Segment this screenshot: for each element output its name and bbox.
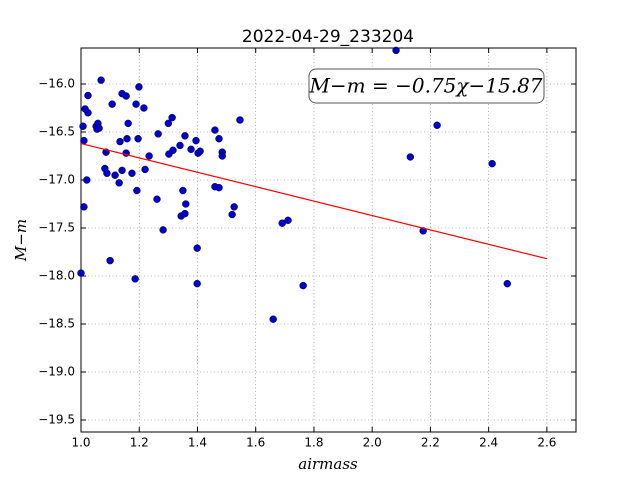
data-point: [236, 116, 244, 124]
data-point: [503, 279, 511, 288]
data-point: [211, 126, 219, 134]
y-tick-label: −19.0: [38, 365, 75, 379]
y-tick-label: −18.0: [38, 269, 75, 283]
x-tick-label: 1.6: [246, 436, 265, 450]
data-point: [181, 209, 189, 218]
data-point: [181, 132, 189, 140]
data-point: [141, 165, 149, 174]
data-point: [215, 135, 223, 143]
data-point: [193, 279, 201, 288]
x-tick-label: 1.4: [188, 436, 207, 450]
data-point: [97, 76, 105, 84]
y-tick-label: −16.0: [38, 77, 75, 91]
data-point: [179, 186, 187, 195]
data-point: [196, 147, 204, 155]
x-tick-label: 1.0: [71, 436, 90, 450]
y-tick-label: −17.5: [38, 221, 75, 235]
x-axis-label: airmass: [298, 455, 358, 473]
y-tick-label: −17.0: [38, 173, 75, 187]
x-tick-label: 2.2: [421, 436, 440, 450]
data-point: [278, 219, 286, 227]
data-point: [108, 100, 116, 108]
y-tick-label: −18.5: [38, 317, 75, 331]
data-point: [80, 203, 88, 211]
x-tick-label: 2.6: [537, 436, 556, 450]
data-point: [116, 137, 124, 146]
data-point: [84, 109, 92, 117]
data-point: [215, 183, 223, 192]
data-point: [488, 159, 496, 168]
data-point: [95, 124, 103, 132]
data-point: [132, 100, 140, 108]
data-point: [145, 152, 153, 160]
chart-title: 2022-04-29_233204: [242, 27, 414, 47]
data-point: [392, 46, 400, 55]
data-point: [182, 200, 190, 208]
data-point: [269, 315, 277, 323]
data-point: [140, 104, 148, 112]
data-point: [111, 171, 119, 179]
data-point: [103, 169, 111, 177]
data-point: [131, 275, 139, 283]
data-point: [192, 136, 200, 145]
data-point: [168, 113, 176, 122]
data-point: [83, 176, 91, 184]
data-point: [133, 186, 141, 195]
annotation-box: [308, 68, 545, 104]
data-point: [230, 203, 238, 211]
data-point: [153, 195, 161, 203]
data-point: [134, 135, 142, 143]
data-point: [135, 83, 143, 91]
data-point: [176, 141, 184, 150]
data-point: [106, 256, 114, 265]
data-point: [118, 166, 126, 175]
data-point: [187, 145, 195, 153]
data-point: [79, 122, 87, 130]
annotation: M−m = −0.75χ−15.87: [308, 74, 542, 98]
data-point: [124, 119, 132, 128]
data-point: [123, 135, 131, 143]
data-point: [433, 121, 441, 129]
data-point: [193, 244, 201, 252]
data-point: [122, 92, 130, 100]
data-point: [284, 216, 292, 225]
data-point: [164, 119, 173, 128]
data-point: [169, 146, 177, 154]
data-point: [159, 226, 167, 234]
data-point: [77, 269, 85, 277]
x-tick-label: 2.4: [479, 436, 498, 450]
data-point: [84, 91, 92, 100]
fit-line: [80, 142, 548, 260]
data-point: [218, 152, 226, 160]
data-point: [115, 179, 123, 187]
y-tick-label: −19.5: [38, 413, 75, 427]
y-axis-label: M−m: [12, 219, 30, 262]
data-point: [154, 130, 162, 138]
x-tick-label: 2.0: [363, 436, 382, 450]
data-point: [228, 210, 236, 219]
data-point: [299, 281, 307, 290]
data-point: [406, 153, 415, 161]
plot-frame: [80, 47, 577, 433]
x-tick-label: 1.8: [304, 436, 323, 450]
y-tick-label: −16.5: [38, 125, 75, 139]
x-tick-label: 1.2: [130, 436, 149, 450]
data-point: [128, 169, 136, 177]
